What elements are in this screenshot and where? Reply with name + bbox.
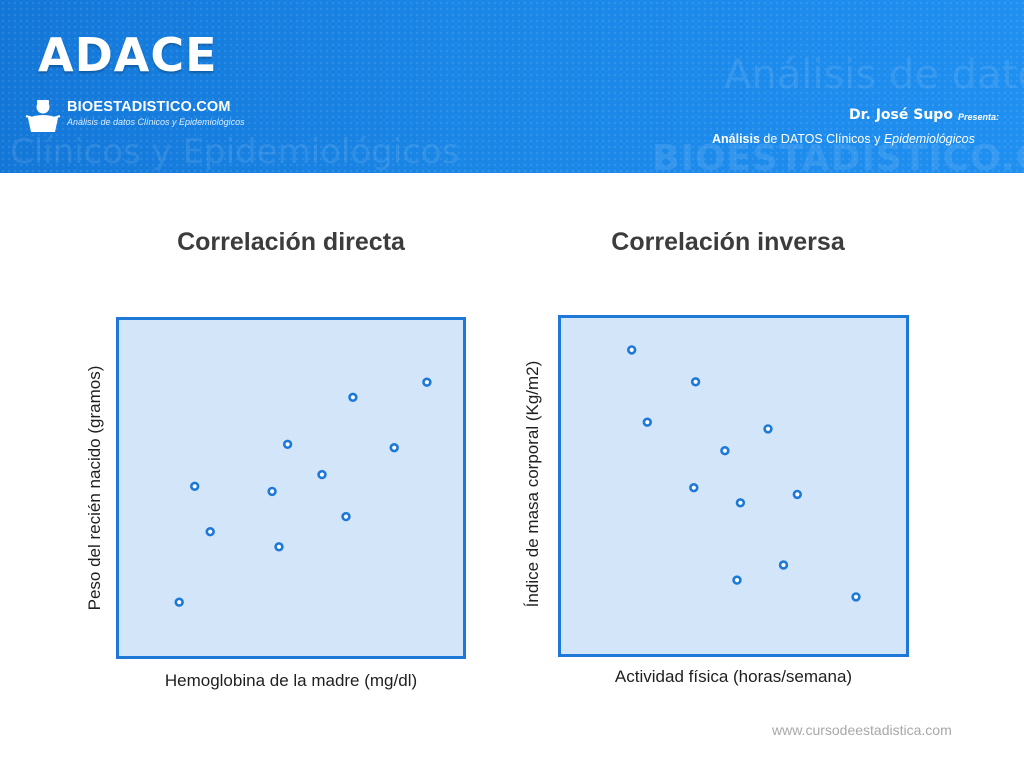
scatter-point-0-8: [348, 392, 358, 403]
tagline-italic: Epidemiológicos: [883, 132, 975, 146]
scatter-svg-directa: [174, 377, 432, 607]
y-axis-label-inversa: Índice de masa corporal (Kg/m2): [523, 360, 542, 608]
scatter-point-0-10: [422, 377, 432, 387]
app-title: ADACE: [38, 28, 218, 82]
scatter-point-0-0: [174, 597, 184, 607]
chart-title-directa: Correlación directa: [177, 228, 405, 256]
scatter-point-0-3: [267, 486, 277, 497]
y-axis-label-directa: Peso del recién nacido (gramos): [85, 365, 104, 611]
scatter-point-1-7: [763, 424, 773, 434]
scatter-point-1-10: [851, 592, 861, 602]
tagline-bold: Análisis: [712, 132, 760, 146]
world-map-pattern: [0, 0, 1024, 173]
scatter-point-1-1: [642, 417, 653, 427]
author-name: Dr. José Supo: [849, 107, 953, 123]
banner-bg-text-analisis: Análisis de datos: [724, 52, 1024, 98]
scatter-point-1-0: [626, 345, 637, 355]
scatter-point-0-9: [389, 442, 399, 453]
scatter-point-1-3: [689, 483, 699, 493]
tagline: Análisis de DATOS Clínicos y Epidemiológ…: [712, 132, 975, 146]
person-bust-icon: [25, 100, 61, 132]
presenta-label: Presenta:: [958, 112, 1000, 122]
header-banner: Análisis de datos Clínicos y Epidemiológ…: [0, 0, 1024, 173]
scatter-point-1-4: [720, 446, 730, 456]
banner-bg-text-clinicos: Clínicos y Epidemiológicos: [10, 132, 460, 172]
scatter-point-0-2: [205, 527, 215, 537]
chart-title-inversa: Correlación inversa: [611, 228, 845, 256]
plot-area-inversa: [558, 315, 909, 657]
scatter-point-1-6: [732, 575, 742, 585]
scatter-point-0-6: [317, 469, 327, 480]
scatter-point-0-5: [282, 439, 293, 450]
scatter-point-1-2: [690, 377, 701, 387]
scatter-point-0-7: [341, 511, 351, 522]
scatter-point-1-5: [735, 498, 746, 508]
brand-subtitle: Análisis de datos Clínicos y Epidemiológ…: [67, 117, 245, 127]
tagline-mid: de DATOS Clínicos y: [759, 132, 884, 146]
plot-area-directa: [116, 317, 466, 659]
brand-name: BIOESTADISTICO.COM: [67, 99, 231, 115]
scatter-point-1-9: [792, 489, 803, 500]
scatter-point-1-8: [778, 560, 789, 570]
scatter-point-0-4: [274, 542, 284, 552]
x-axis-label-inversa: Actividad física (horas/semana): [614, 667, 853, 686]
footer-url: www.cursodeestadistica.com: [772, 722, 952, 738]
banner-bg-text-brand: BIOESTADISTICO.COM: [652, 138, 1024, 173]
scatter-point-0-1: [189, 481, 200, 492]
x-axis-label-directa: Hemoglobina de la madre (mg/dl): [164, 671, 418, 690]
scatter-svg-inversa: [626, 345, 861, 602]
